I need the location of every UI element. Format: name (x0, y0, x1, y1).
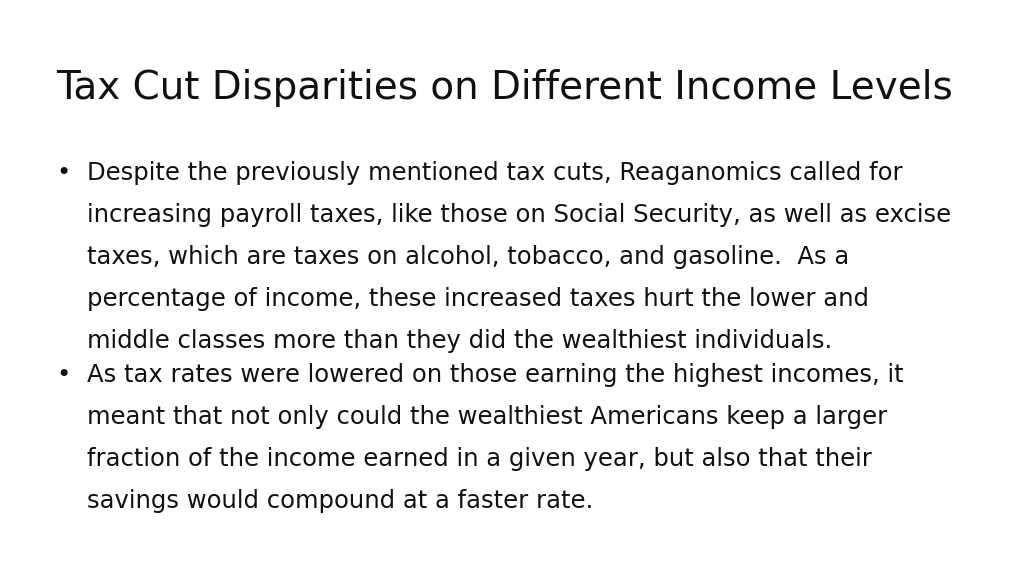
Text: •: • (56, 363, 71, 387)
Text: Tax Cut Disparities on Different Income Levels: Tax Cut Disparities on Different Income … (56, 69, 953, 107)
Text: middle classes more than they did the wealthiest individuals.: middle classes more than they did the we… (87, 329, 833, 354)
Text: increasing payroll taxes, like those on Social Security, as well as excise: increasing payroll taxes, like those on … (87, 203, 951, 228)
Text: percentage of income, these increased taxes hurt the lower and: percentage of income, these increased ta… (87, 287, 869, 312)
Text: taxes, which are taxes on alcohol, tobacco, and gasoline.  As a: taxes, which are taxes on alcohol, tobac… (87, 245, 849, 270)
Text: meant that not only could the wealthiest Americans keep a larger: meant that not only could the wealthiest… (87, 405, 887, 429)
Text: As tax rates were lowered on those earning the highest incomes, it: As tax rates were lowered on those earni… (87, 363, 903, 387)
Text: Despite the previously mentioned tax cuts, Reaganomics called for: Despite the previously mentioned tax cut… (87, 161, 903, 185)
Text: •: • (56, 161, 71, 185)
Text: savings would compound at a faster rate.: savings would compound at a faster rate. (87, 489, 593, 513)
Text: fraction of the income earned in a given year, but also that their: fraction of the income earned in a given… (87, 447, 871, 471)
